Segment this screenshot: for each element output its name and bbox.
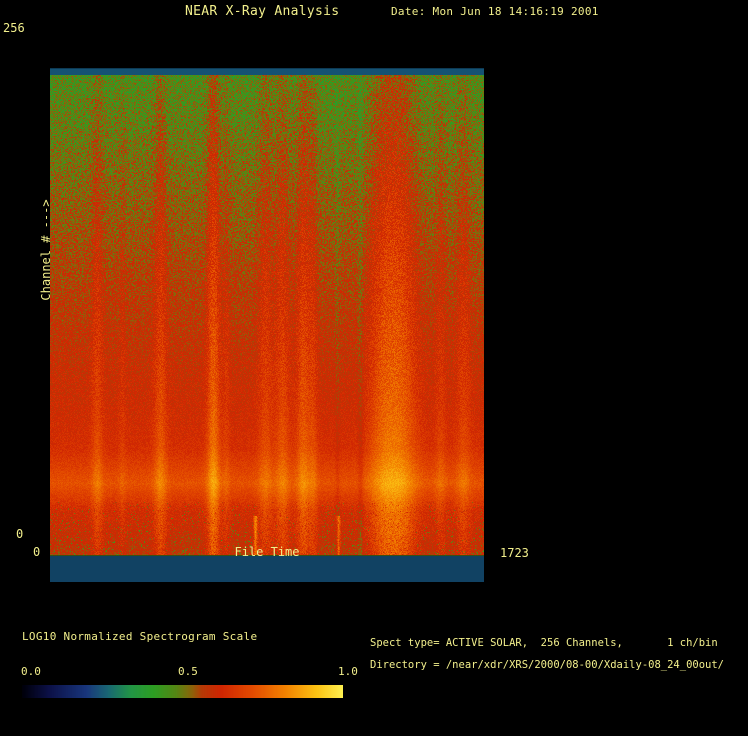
x-axis-title: File Time <box>234 545 300 559</box>
spectrogram-heatmap <box>50 68 484 582</box>
colorbar-title: LOG10 Normalized Spectrogram Scale <box>22 630 258 643</box>
x-axis-min-label: 0 <box>33 545 41 559</box>
y-axis-min-label: 0 <box>16 527 24 541</box>
y-axis-max-label: 256 <box>3 21 25 35</box>
colorbar <box>22 647 343 698</box>
spectrogram-plot <box>50 30 484 582</box>
colorbar-tick-mid: 0.5 <box>178 665 198 678</box>
page-title: NEAR X-Ray Analysis <box>185 4 340 19</box>
spect-type-line: Spect type= ACTIVE SOLAR, 256 Channels, … <box>370 637 718 649</box>
colorbar-tick-max: 1.0 <box>338 665 358 678</box>
colorbar-gradient <box>22 685 343 698</box>
colorbar-tick-min: 0.0 <box>21 665 41 678</box>
date-label: Date: Mon Jun 18 14:16:19 2001 <box>391 5 599 18</box>
directory-line: Directory = /near/xdr/XRS/2000/08-00/Xda… <box>370 659 725 671</box>
x-axis-max-label: 1723 <box>500 546 529 560</box>
